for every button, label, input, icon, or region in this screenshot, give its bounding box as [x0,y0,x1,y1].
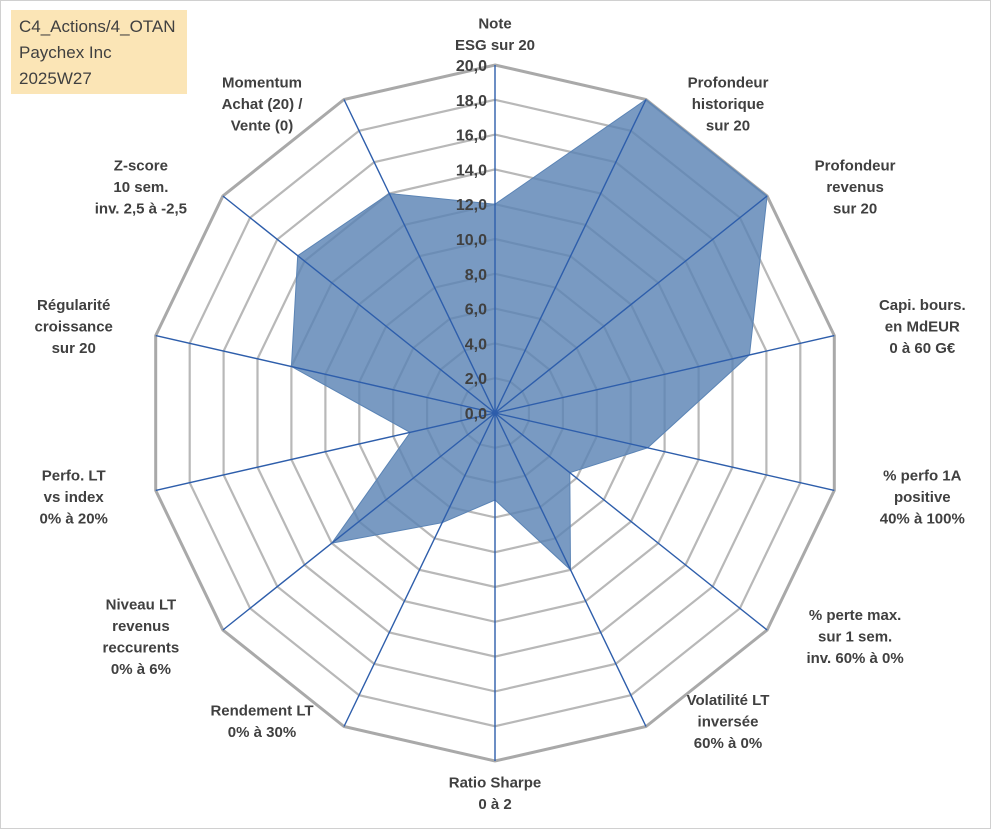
spoke-line [494,195,768,414]
tick-label: 8,0 [465,267,487,284]
axis-label: Profondeur historique sur 20 [688,75,769,135]
axis-label-line: sur 1 sem. [818,629,892,646]
axis-label-line: historique [692,96,765,113]
axis-label-line: Vente (0) [231,118,294,135]
spoke-line [343,99,496,414]
axis-label-line: Régularité [37,297,110,314]
info-company: Paychex Inc [19,43,112,62]
axis-label-line: inv. 60% à 0% [806,650,903,667]
axis-label: % perte max. sur 1 sem. inv. 60% à 0% [806,607,903,667]
tick-label: 14,0 [456,162,487,179]
axis-label: Volatilité LT inversée 60% à 0% [687,692,770,752]
axis-label-line: inv. 2,5 à -2,5 [95,200,187,217]
axis-label-line: Z-score [114,157,168,174]
axis-label-line: 60% à 0% [694,735,762,752]
info-portfolio: C4_Actions/4_OTAN [19,17,176,36]
axis-label-line: en MdEUR [885,318,960,335]
axis-label-line: revenus [826,179,884,196]
info-box: C4_Actions/4_OTAN Paychex Inc 2025W27 [11,10,187,94]
info-week: 2025W27 [19,69,92,88]
axis-label-line: positive [894,489,951,506]
axis-label-line: Capi. bours. [879,297,966,314]
axis-label-line: 40% à 100% [880,511,965,528]
axis-label-line: inversée [698,713,759,730]
axis-label-line: 0% à 6% [111,661,171,678]
axis-label: Momentum Achat (20) / Vente (0) [222,75,304,135]
axis-label: Note ESG sur 20 [455,16,535,55]
axis-label-line: Ratio Sharpe [449,775,542,792]
axis-label-line: Perfo. LT [42,468,106,485]
radial-tick-labels: 0,0 2,0 4,0 6,0 8,0 10,0 12,0 14,0 16,0 18,0 20,0 [456,58,487,423]
axis-label: Rendement LT 0% à 30% [210,703,313,742]
axis-label-line: Profondeur [815,157,896,174]
axis-label: Perfo. LT vs index 0% à 20% [40,468,108,528]
spoke-line [494,99,647,414]
axis-label-line: reccurents [103,640,180,657]
axis-label: Ratio Sharpe 0 à 2 [449,775,542,814]
radar-spokes [155,65,835,761]
axis-label: Régularité croissance sur 20 [35,297,113,357]
tick-label: 18,0 [456,93,487,110]
axis-label-line: Achat (20) / [222,96,304,113]
axis-label-line: sur 20 [52,340,96,357]
axis-label-line: Momentum [222,75,302,92]
axis-label: Profondeur revenus sur 20 [815,157,896,217]
spoke-line [155,412,496,492]
spoke-line [494,412,835,492]
spoke-line [494,334,835,414]
tick-label: 2,0 [465,371,487,388]
tick-label: 20,0 [456,58,487,75]
axis-label-line: 10 sem. [113,179,168,196]
spoke-line [155,334,496,414]
axis-label-line: Niveau LT [106,597,177,614]
axis-label-line: 0% à 20% [40,511,108,528]
axis-label-line: sur 20 [706,118,750,135]
axis-label-line: revenus [112,618,170,635]
axis-label-line: Volatilité LT [687,692,770,709]
tick-label: 10,0 [456,232,487,249]
axis-label-line: sur 20 [833,200,877,217]
axis-label-line: 0 à 60 G€ [889,340,956,357]
axis-label: % perfo 1A positive 40% à 100% [880,468,965,528]
axis-label-line: Note [478,16,511,33]
spoke-line [222,195,496,414]
tick-label: 16,0 [456,128,487,145]
axis-label: Capi. bours. en MdEUR 0 à 60 G€ [879,297,966,357]
axis-label: Niveau LT revenus reccurents 0% à 6% [103,597,180,679]
axis-label-line: 0% à 30% [228,724,296,741]
axis-label-line: % perte max. [809,607,902,624]
axis-label-line: Rendement LT [210,703,313,720]
axis-label-line: croissance [35,318,113,335]
spoke-line [494,412,768,631]
axis-labels: Note ESG sur 20 Profondeur historique sur 20… [35,16,966,814]
axis-label-line: % perfo 1A [883,468,962,485]
spoke-line [222,412,496,631]
axis-label-line: 0 à 2 [478,796,511,813]
axis-label-line: Profondeur [688,75,769,92]
axis-label: Z-score 10 sem. inv. 2,5 à -2,5 [95,157,187,217]
spoke-line [494,412,647,727]
tick-label: 0,0 [465,406,487,423]
axis-label-line: vs index [44,489,105,506]
axis-label-line: ESG sur 20 [455,37,535,54]
spoke-line [343,412,496,727]
tick-label: 6,0 [465,302,487,319]
tick-label: 12,0 [456,197,487,214]
tick-label: 4,0 [465,336,487,353]
